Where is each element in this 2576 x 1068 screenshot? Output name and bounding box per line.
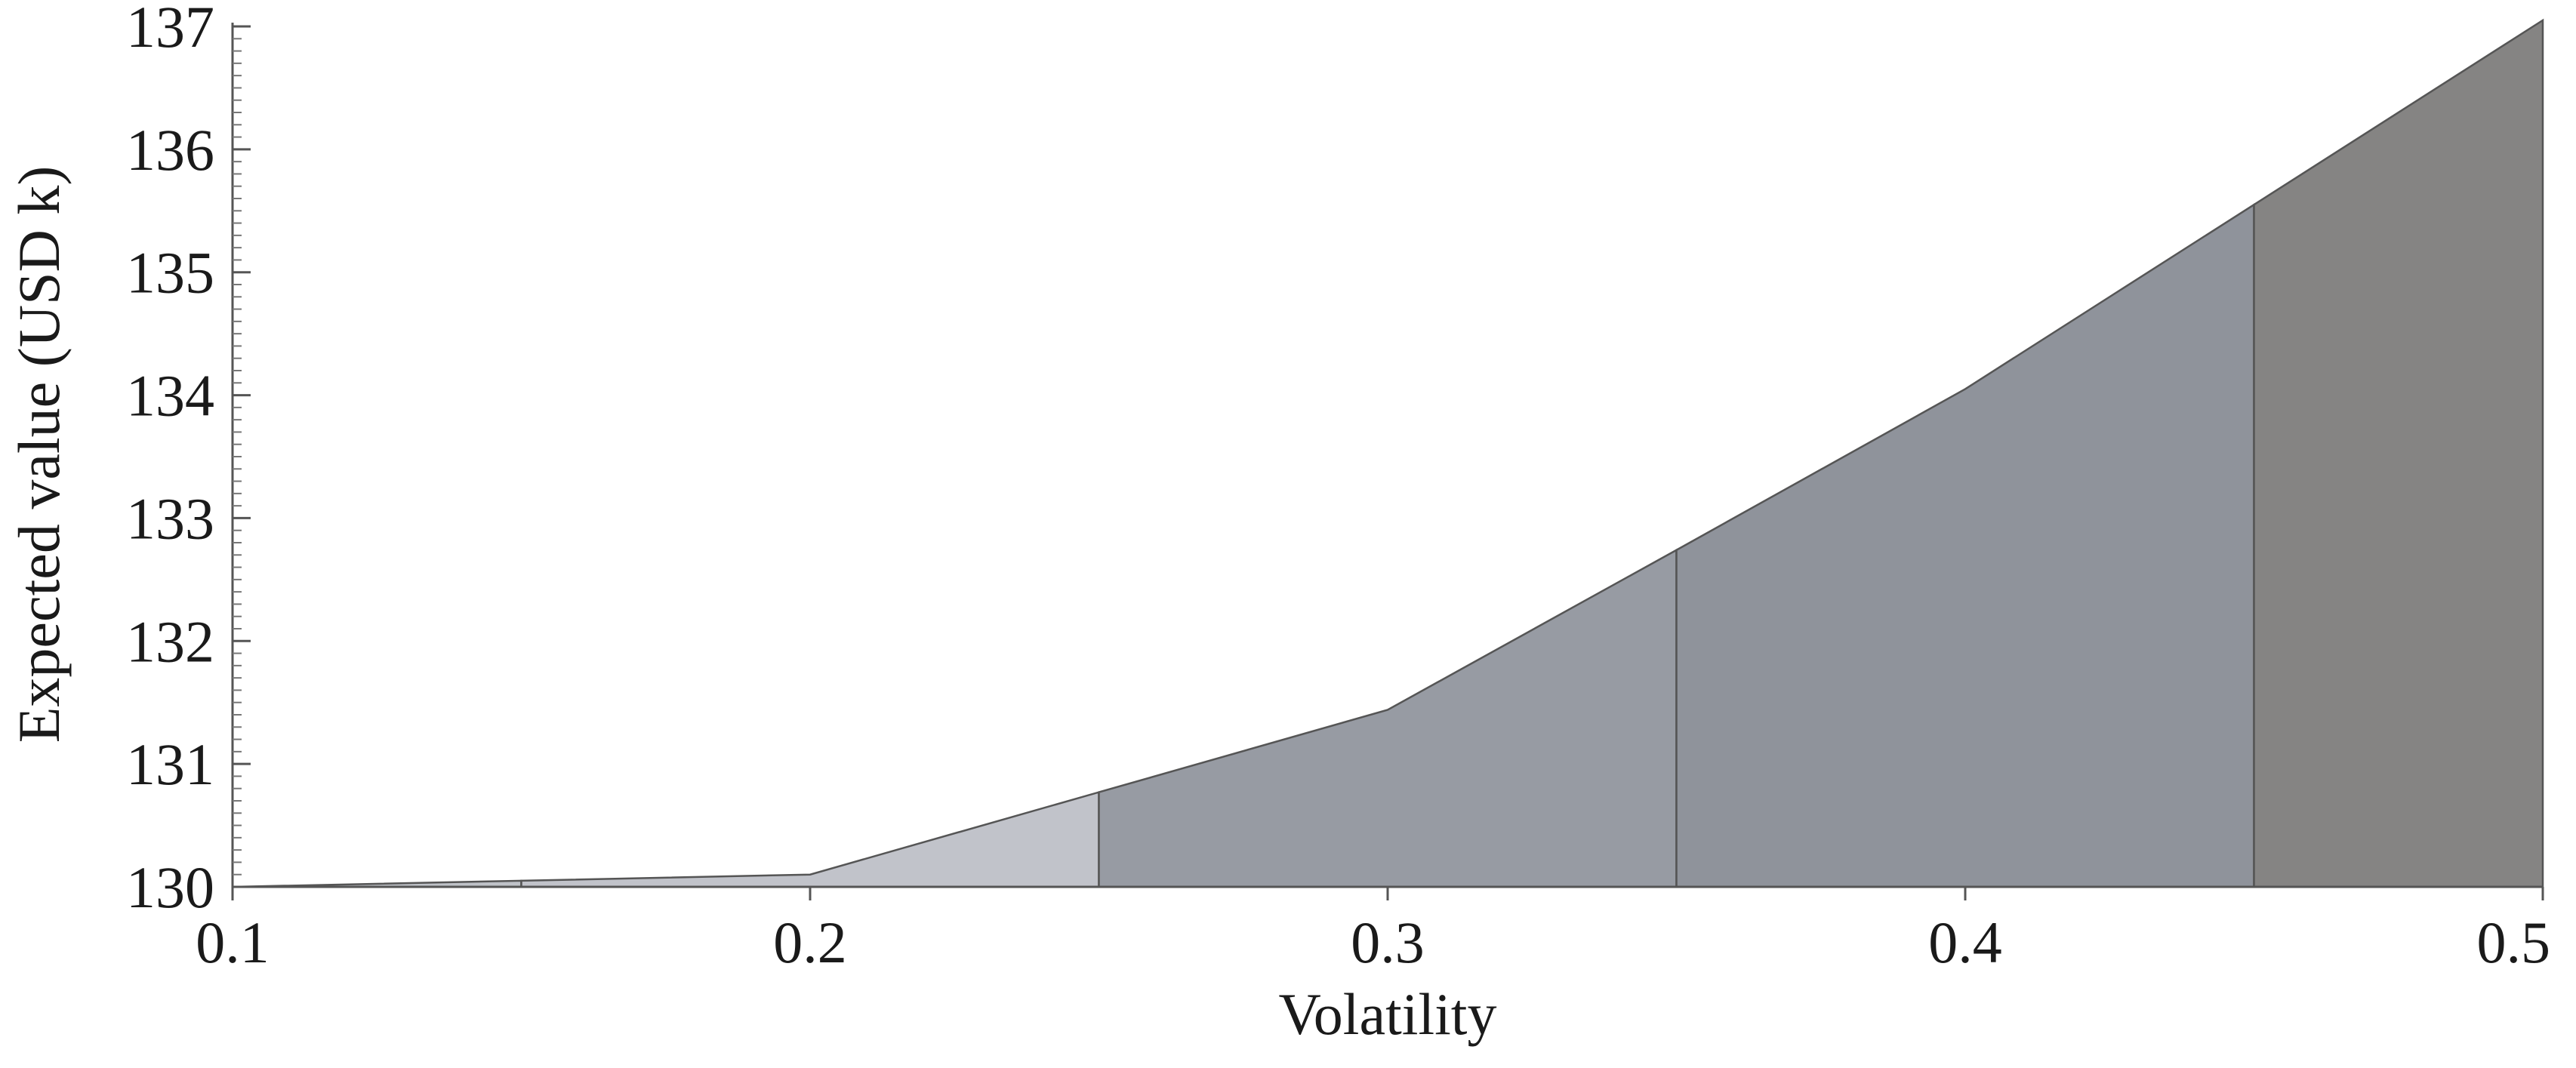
x-ticks: 0.1 0.2 0.3 0.4 0.5 [196, 887, 2550, 975]
y-axis-title: Expected value (USD k) [6, 166, 72, 743]
y-ticks: 130 131 132 133 134 135 136 137 [126, 0, 251, 920]
x-axis-title: Volatility [1279, 981, 1497, 1047]
x-tick-label: 0.5 [2477, 909, 2551, 975]
y-tick-label: 130 [126, 854, 214, 920]
y-tick-label: 133 [126, 485, 214, 551]
x-tick-label: 0.2 [773, 909, 847, 975]
area-segment-4 [1675, 202, 2255, 888]
y-tick-label: 135 [126, 240, 214, 306]
y-tick-label: 136 [126, 117, 214, 183]
x-tick-label: 0.4 [1928, 909, 2002, 975]
y-tick-label: 137 [126, 0, 214, 60]
y-tick-label: 134 [126, 363, 214, 429]
area-segments [232, 18, 2544, 888]
x-tick-label: 0.1 [196, 909, 270, 975]
area-segment-5 [2253, 18, 2544, 888]
y-tick-label: 132 [126, 608, 214, 674]
y-minor-ticks [233, 38, 242, 876]
y-tick-label: 131 [126, 731, 214, 797]
area-segment-2 [520, 790, 1100, 888]
area-segment-3 [1098, 548, 1678, 888]
x-tick-label: 0.3 [1351, 909, 1425, 975]
